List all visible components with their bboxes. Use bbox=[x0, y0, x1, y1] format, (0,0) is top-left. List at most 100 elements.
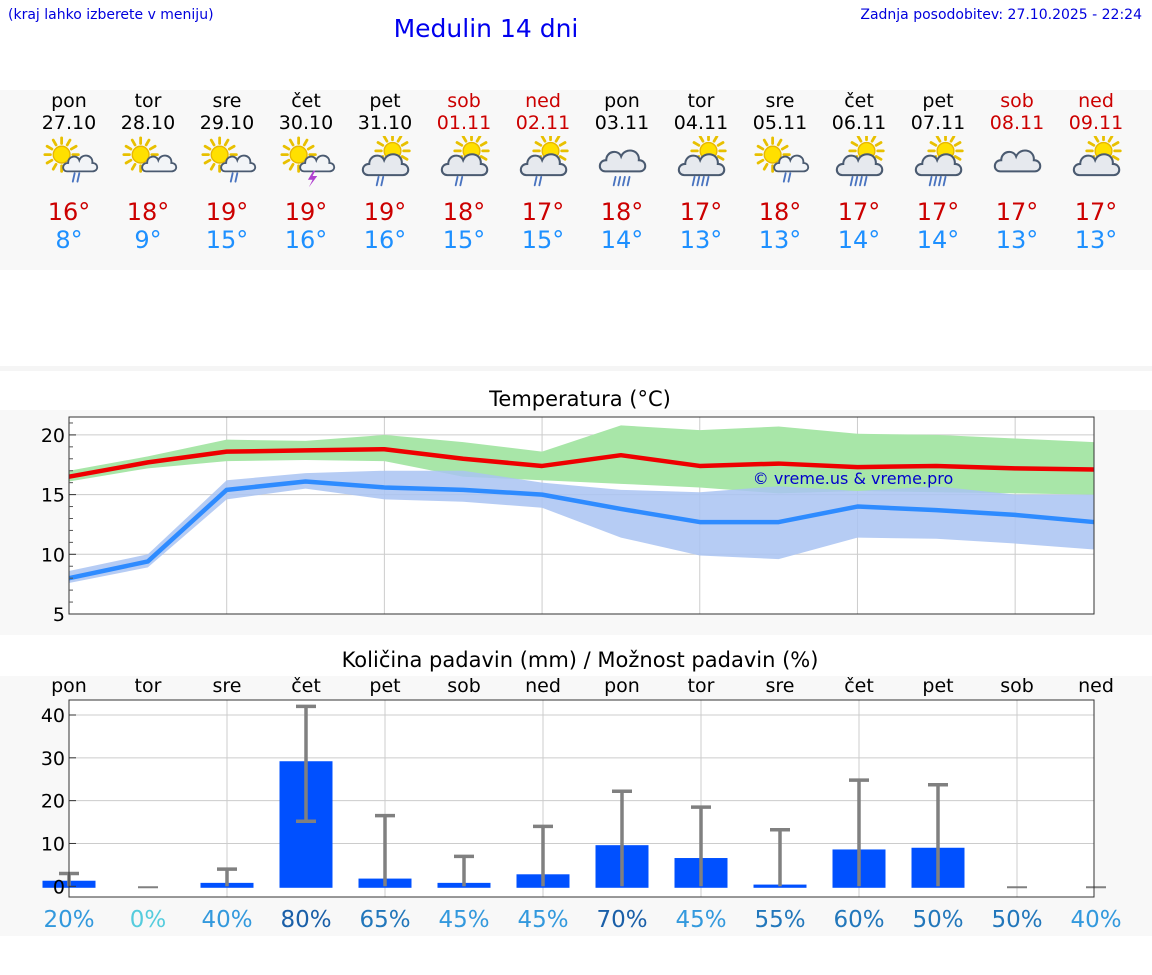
y-tick-label: 40 bbox=[41, 705, 65, 727]
max-temperature: 19° bbox=[284, 198, 328, 226]
category-label: pet bbox=[369, 675, 400, 697]
cloud-sun-heavy-rain-icon bbox=[914, 136, 964, 187]
day-name: čet bbox=[844, 90, 874, 112]
min-temperature: 13° bbox=[995, 226, 1039, 254]
precipitation-range-bar bbox=[849, 778, 869, 887]
precipitation-probability: 60% bbox=[833, 907, 884, 933]
plot-frame bbox=[68, 699, 1095, 898]
day-date: 04.11 bbox=[673, 112, 729, 134]
precipitation-range-bar bbox=[533, 824, 553, 887]
y-tick-label: 0 bbox=[53, 876, 65, 898]
day-name: pon bbox=[604, 90, 640, 112]
divider bbox=[0, 366, 1152, 371]
category-label: sre bbox=[766, 675, 795, 697]
day-name: sob bbox=[1000, 90, 1034, 112]
day-name: pet bbox=[922, 90, 954, 112]
grid bbox=[69, 700, 1094, 897]
precipitation-chart: pon tor sre čet pet sob ned pon tor sre čet pet sob n… bbox=[41, 675, 1122, 933]
day-date: 30.10 bbox=[278, 112, 334, 134]
day-date: 07.11 bbox=[910, 112, 966, 134]
category-label: tor bbox=[688, 675, 715, 697]
precipitation-range-bar bbox=[375, 813, 395, 887]
category-label: pet bbox=[922, 675, 953, 697]
day-name: tor bbox=[687, 90, 715, 112]
max-temperature: 18° bbox=[442, 198, 486, 226]
sun-cloud-rain-icon bbox=[753, 136, 809, 183]
day-name: tor bbox=[134, 90, 162, 112]
max-temperature: 17° bbox=[916, 198, 960, 226]
min-temperature: 14° bbox=[916, 226, 960, 254]
min-temperature: 16° bbox=[363, 226, 407, 254]
y-tick-label: 20 bbox=[41, 791, 65, 813]
max-temperature: 17° bbox=[521, 198, 565, 226]
precipitation-range-bar bbox=[296, 704, 316, 823]
menu-hint-link[interactable]: (kraj lahko izberete v meniju) bbox=[8, 7, 214, 23]
precipitation-probability: 45% bbox=[675, 907, 726, 933]
sun-cloud-icon bbox=[121, 136, 177, 173]
day-date: 09.11 bbox=[1068, 112, 1124, 134]
day-name: pon bbox=[51, 90, 87, 112]
sun-cloud-rain-icon bbox=[42, 136, 98, 183]
day-name: ned bbox=[1078, 90, 1114, 112]
day-date: 05.11 bbox=[752, 112, 808, 134]
precipitation-range-bar bbox=[691, 805, 711, 887]
min-temperature-line bbox=[68, 479, 1095, 581]
precipitation-chart-title: Količina padavin (mm) / Možnost padavin … bbox=[341, 648, 819, 672]
day-name: ned bbox=[525, 90, 561, 112]
sun-cloud-rain-icon bbox=[200, 136, 256, 183]
cloud-sun-heavy-rain-icon bbox=[835, 136, 885, 187]
cloud-sun-heavy-rain-icon bbox=[677, 136, 727, 187]
precipitation-probability: 40% bbox=[1070, 907, 1121, 933]
max-temperature: 16° bbox=[47, 198, 91, 226]
min-temperature: 9° bbox=[134, 226, 162, 254]
precipitation-probability: 50% bbox=[991, 907, 1042, 933]
y-tick-label: 15 bbox=[41, 485, 65, 507]
max-temperature-line bbox=[68, 446, 1095, 479]
min-temperature: 14° bbox=[600, 226, 644, 254]
cloud-heavy-rain-icon bbox=[598, 149, 646, 187]
forecast-strip bbox=[0, 90, 1152, 270]
day-date: 06.11 bbox=[831, 112, 887, 134]
precipitation-range-bar bbox=[612, 789, 632, 887]
precipitation-range-bar bbox=[454, 854, 474, 887]
category-label: čet bbox=[291, 675, 321, 697]
plot-frame bbox=[68, 416, 1095, 615]
min-temperature: 15° bbox=[442, 226, 486, 254]
category-label: pon bbox=[604, 675, 640, 697]
temperature-chart: 5 10 15 20 © vreme.us & vreme.pro bbox=[41, 416, 1095, 626]
day-date: 08.11 bbox=[989, 112, 1045, 134]
max-temperature: 17° bbox=[837, 198, 881, 226]
category-label: sob bbox=[447, 675, 481, 697]
day-date: 29.10 bbox=[199, 112, 255, 134]
category-label: ned bbox=[1078, 675, 1114, 697]
day-date: 27.10 bbox=[41, 112, 97, 134]
category-label: pon bbox=[51, 675, 87, 697]
precipitation-probability: 40% bbox=[201, 907, 252, 933]
precipitation-probability: 80% bbox=[280, 907, 331, 933]
category-label: čet bbox=[844, 675, 874, 697]
max-temperature: 18° bbox=[126, 198, 170, 226]
day-date: 03.11 bbox=[594, 112, 650, 134]
min-temperature: 13° bbox=[679, 226, 723, 254]
precipitation-probability: 65% bbox=[359, 907, 410, 933]
page-title: Medulin 14 dni bbox=[393, 14, 579, 43]
min-temperature: 15° bbox=[521, 226, 565, 254]
min-temperature: 13° bbox=[1074, 226, 1118, 254]
precipitation-probability: 50% bbox=[912, 907, 963, 933]
day-date: 28.10 bbox=[120, 112, 176, 134]
day-date: 02.11 bbox=[515, 112, 571, 134]
day-name: pet bbox=[369, 90, 401, 112]
cloud-icon bbox=[993, 149, 1041, 173]
min-temperature: 14° bbox=[837, 226, 881, 254]
category-label: tor bbox=[135, 675, 162, 697]
precipitation-probability: 70% bbox=[596, 907, 647, 933]
y-tick-label: 30 bbox=[41, 748, 65, 770]
max-temperature: 17° bbox=[995, 198, 1039, 226]
precipitation-probability: 45% bbox=[438, 907, 489, 933]
max-temperature: 17° bbox=[679, 198, 723, 226]
max-temperature: 19° bbox=[363, 198, 407, 226]
min-temperature-range-band bbox=[69, 470, 1094, 583]
precipitation-range-bar bbox=[770, 828, 790, 887]
precipitation-probability: 0% bbox=[130, 907, 167, 933]
day-name: sre bbox=[212, 90, 242, 112]
